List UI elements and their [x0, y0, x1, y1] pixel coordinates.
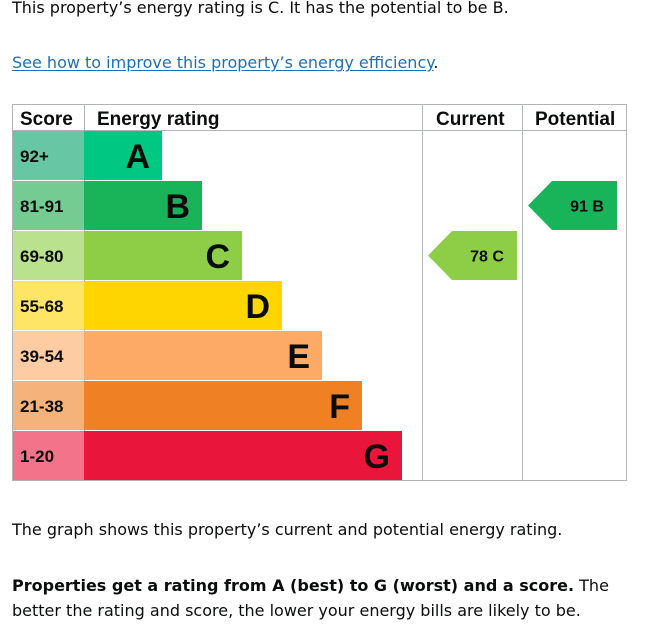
score-range-c: 69-80: [20, 247, 63, 266]
energy-rating-intro: This property’s energy rating is C. It h…: [12, 0, 509, 17]
score-range-a: 92+: [20, 147, 49, 166]
potential-rating-arrow: [528, 181, 617, 230]
score-cell-d: [13, 281, 85, 330]
graph-caption: The graph shows this property’s current …: [12, 520, 563, 539]
current-column-header: Current: [436, 109, 505, 130]
band-letter-e: E: [287, 338, 310, 376]
score-range-b: 81-91: [20, 197, 63, 216]
score-range-g: 1-20: [20, 447, 54, 466]
score-range-e: 39-54: [20, 347, 64, 366]
improve-link-period: .: [433, 53, 439, 72]
band-letter-c: C: [205, 238, 230, 276]
band-bar-f: [84, 381, 362, 430]
potential-column-header: Potential: [535, 109, 615, 130]
band-bar-b: [84, 181, 202, 230]
band-letter-g: G: [364, 438, 390, 476]
energy-rating-graph: Score Energy rating Current Potential 92…: [12, 104, 627, 481]
score-range-d: 55-68: [20, 297, 63, 316]
band-bar-g: [84, 431, 402, 480]
band-letter-b: B: [165, 188, 190, 226]
score-cell-b: [13, 181, 85, 230]
band-bar-a: [84, 131, 162, 180]
score-cell-g: [13, 431, 85, 480]
band-bar-e: [84, 331, 322, 380]
rating-explanation: Properties get a rating from A (best) to…: [12, 573, 652, 623]
band-bar-c: [84, 231, 242, 280]
score-cell-e: [13, 331, 85, 380]
band-letter-d: D: [245, 288, 270, 326]
improve-efficiency-paragraph: See how to improve this property’s energ…: [12, 51, 439, 75]
rating-explanation-bold: Properties get a rating from A (best) to…: [12, 576, 575, 595]
band-letter-f: F: [329, 388, 350, 426]
current-rating-arrow-label: 78 C: [470, 249, 504, 266]
band-bar-d: [84, 281, 282, 330]
rating-arrows: 78 C 91 B: [428, 181, 617, 280]
score-range-f: 21-38: [20, 397, 63, 416]
energy-rating-column-header: Energy rating: [97, 109, 219, 130]
graph-border: [12, 104, 627, 481]
rating-explanation-rest: The better the rating and score, the low…: [12, 576, 609, 620]
score-cell-f: [13, 381, 85, 430]
score-cell-a: [13, 131, 85, 180]
band-letter-a: A: [125, 138, 150, 176]
rating-bands: 92+ A 81-91 B 69-80 C 55-68 D 39-54 E 21-38 F 1-20 G: [13, 131, 402, 480]
potential-rating-arrow-label: 91 B: [570, 199, 604, 216]
score-cell-c: [13, 231, 85, 280]
improve-efficiency-link[interactable]: See how to improve this property’s energ…: [12, 53, 434, 72]
current-rating-arrow: [428, 231, 517, 280]
score-column-header: Score: [20, 109, 73, 130]
